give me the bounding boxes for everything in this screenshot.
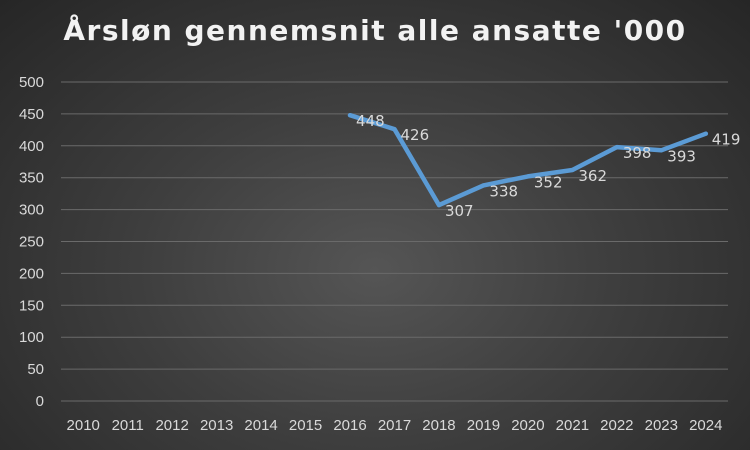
x-tick-label: 2013 bbox=[200, 417, 233, 434]
x-tick-label: 2014 bbox=[244, 417, 277, 434]
data-point bbox=[436, 203, 441, 208]
y-tick-label: 350 bbox=[19, 170, 44, 187]
data-label: 419 bbox=[712, 131, 741, 149]
data-point bbox=[348, 113, 353, 118]
data-label: 426 bbox=[401, 126, 430, 144]
x-tick-label: 2022 bbox=[600, 417, 633, 434]
data-point bbox=[481, 183, 486, 188]
y-tick-label: 250 bbox=[19, 234, 44, 251]
y-tick-label: 100 bbox=[19, 329, 44, 346]
data-point bbox=[659, 148, 664, 153]
x-tick-label: 2020 bbox=[511, 417, 544, 434]
data-label: 307 bbox=[445, 202, 474, 220]
x-tick-label: 2023 bbox=[645, 417, 678, 434]
x-tick-label: 2017 bbox=[378, 417, 411, 434]
x-tick-label: 2011 bbox=[112, 417, 144, 434]
y-tick-label: 300 bbox=[19, 202, 44, 219]
x-tick-label: 2018 bbox=[422, 417, 455, 434]
y-tick-label: 200 bbox=[19, 265, 44, 282]
data-point bbox=[525, 174, 530, 179]
data-point bbox=[570, 168, 575, 173]
x-tick-label: 2015 bbox=[289, 417, 322, 434]
chart-title: Årsløn gennemsnit alle ansatte '000 bbox=[63, 14, 687, 47]
y-tick-label: 0 bbox=[36, 393, 44, 410]
data-label: 352 bbox=[534, 173, 563, 191]
x-tick-label: 2021 bbox=[556, 417, 589, 434]
x-tick-label: 2019 bbox=[467, 417, 500, 434]
x-tick-label: 2012 bbox=[155, 417, 188, 434]
data-label: 398 bbox=[623, 144, 652, 162]
y-tick-label: 150 bbox=[19, 297, 44, 314]
data-label: 393 bbox=[667, 147, 696, 165]
y-tick-label: 50 bbox=[27, 361, 44, 378]
y-tick-label: 400 bbox=[19, 138, 44, 155]
y-tick-label: 450 bbox=[19, 106, 44, 123]
data-point bbox=[703, 131, 708, 136]
data-label: 338 bbox=[489, 182, 518, 200]
data-label: 362 bbox=[578, 167, 607, 185]
x-tick-label: 2024 bbox=[689, 417, 722, 434]
y-tick-label: 500 bbox=[19, 74, 44, 91]
data-label: 448 bbox=[356, 112, 385, 130]
x-tick-label: 2016 bbox=[333, 417, 366, 434]
data-point bbox=[392, 127, 397, 132]
data-point bbox=[614, 145, 619, 150]
x-tick-label: 2010 bbox=[67, 417, 100, 434]
